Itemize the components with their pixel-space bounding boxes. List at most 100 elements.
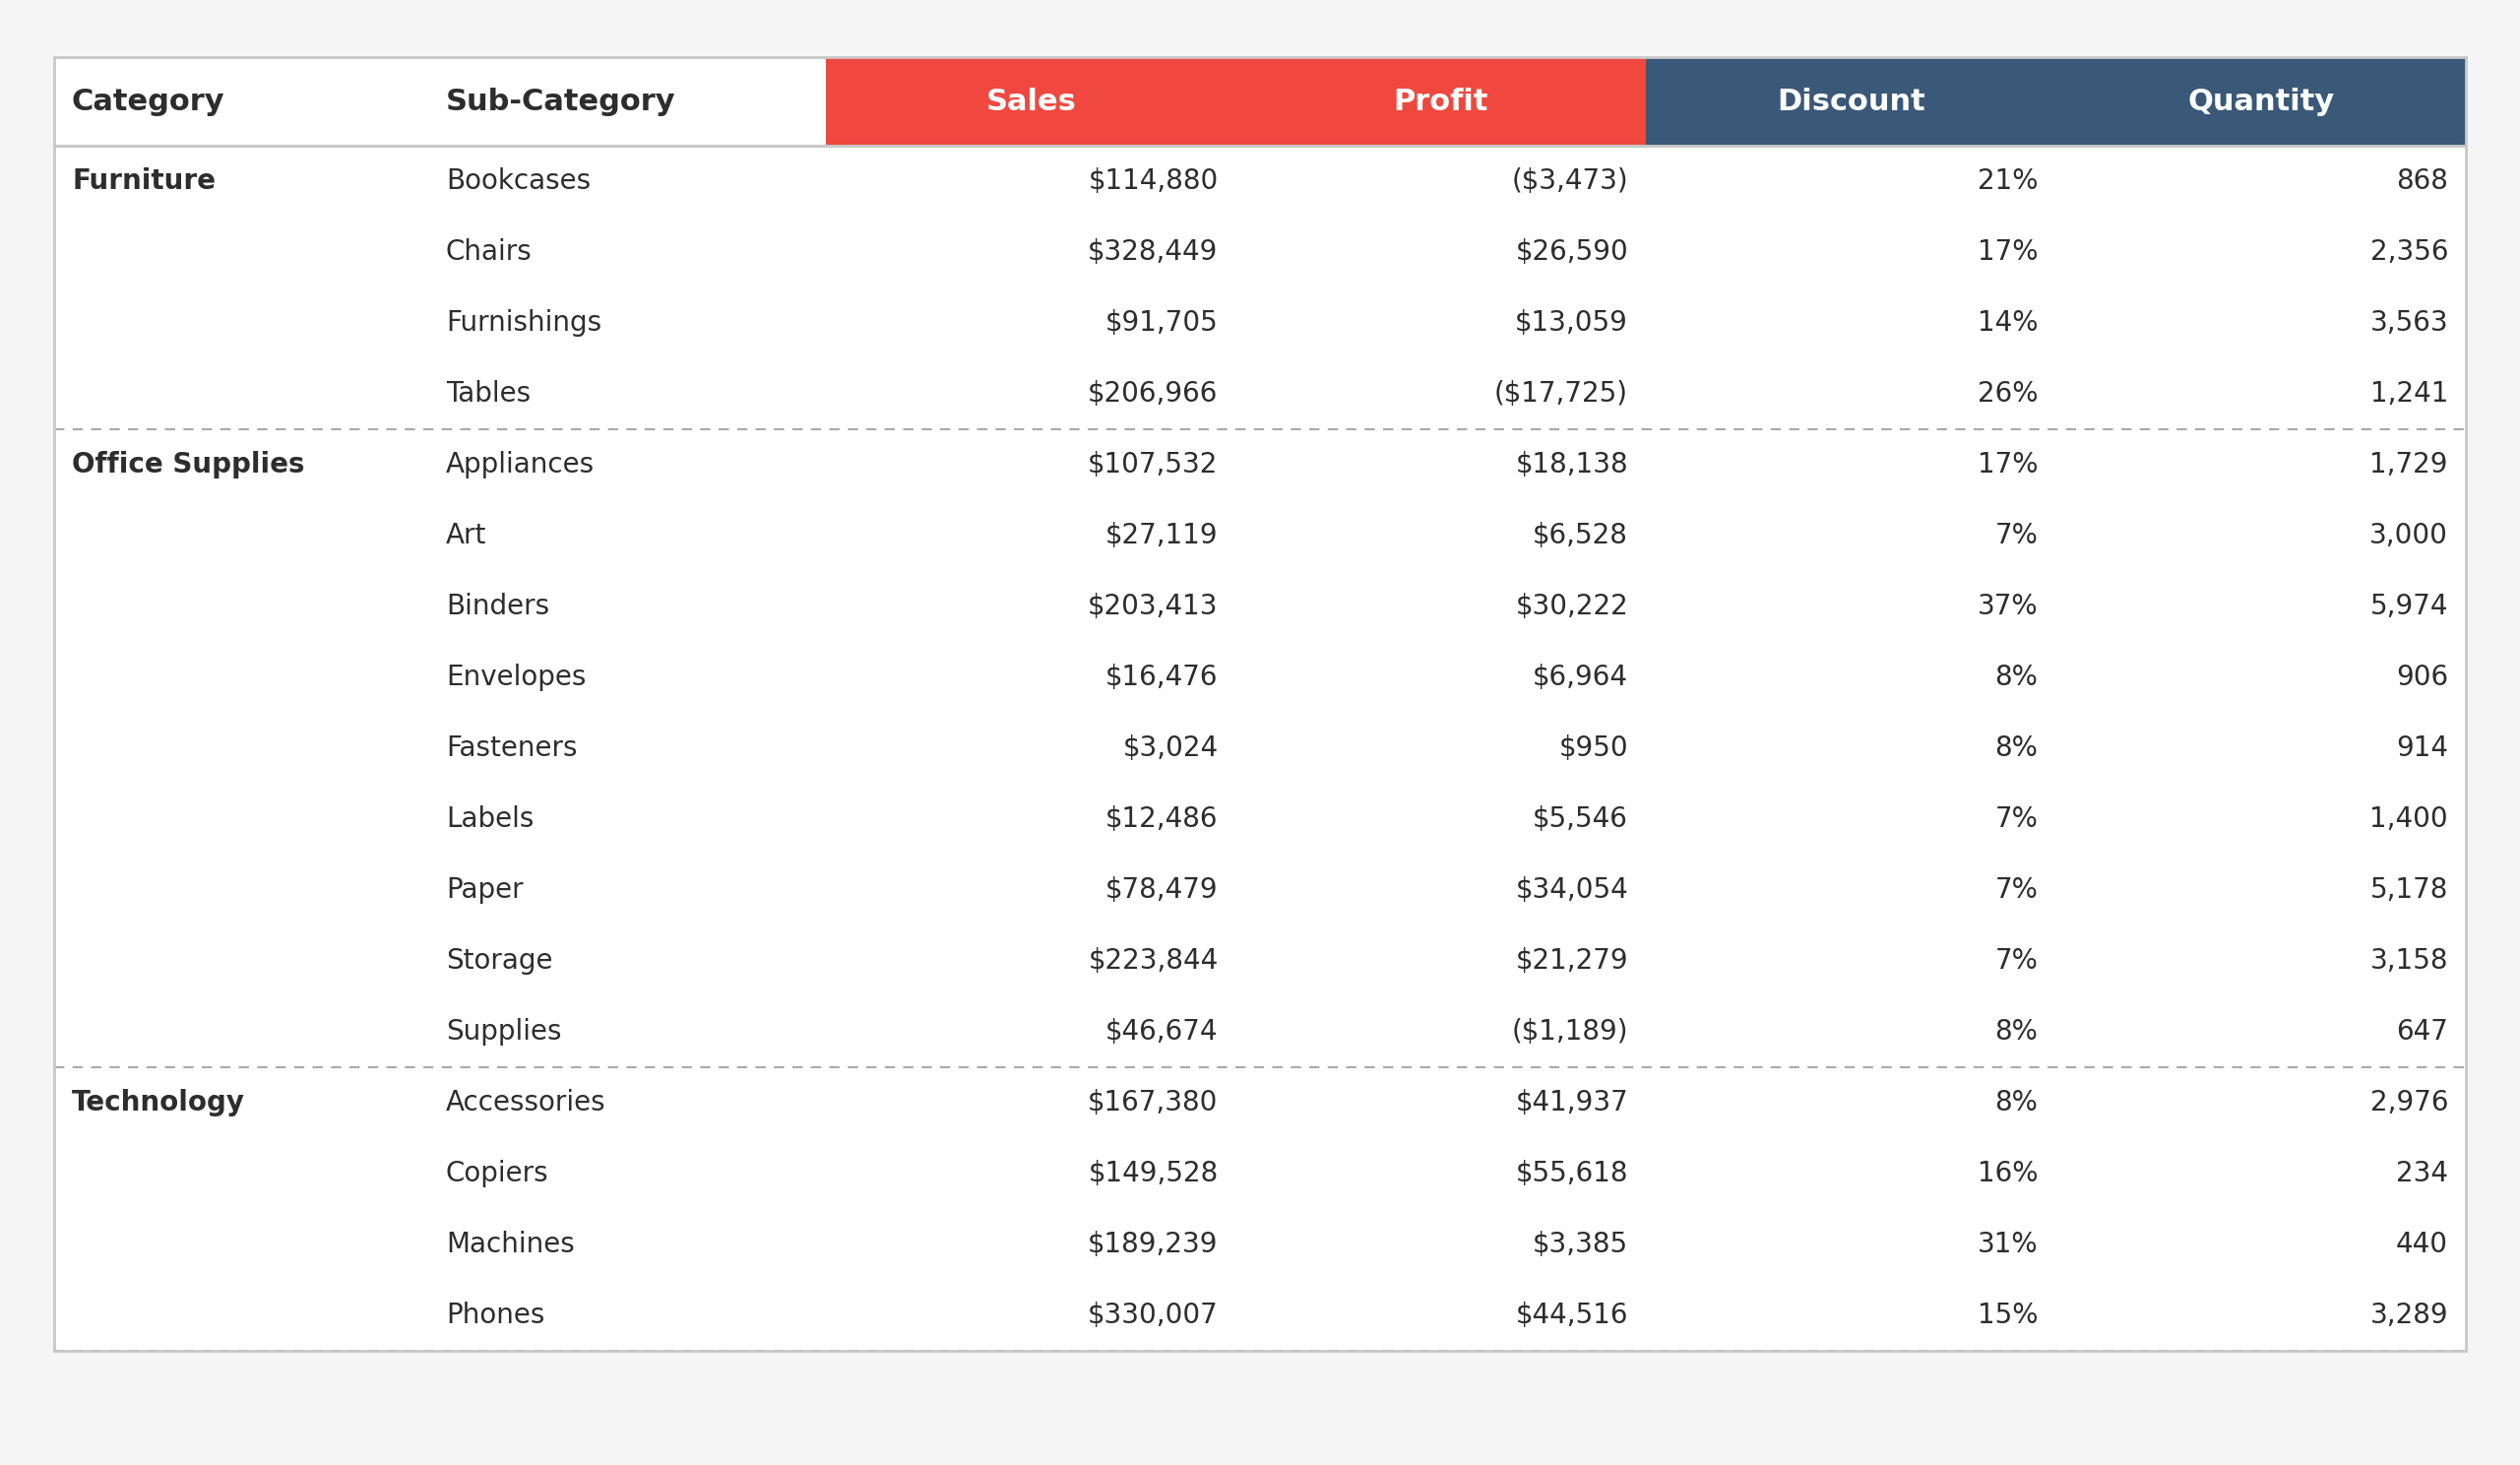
Text: 8%: 8% <box>1996 734 2039 762</box>
Text: $223,844: $223,844 <box>1089 948 1217 974</box>
Text: $189,239: $189,239 <box>1089 1231 1217 1258</box>
Text: $114,880: $114,880 <box>1089 167 1217 195</box>
Text: Phones: Phones <box>446 1301 544 1329</box>
Bar <box>2056 57 2467 145</box>
Text: $3,385: $3,385 <box>1532 1231 1628 1258</box>
Text: 3,563: 3,563 <box>2369 309 2447 337</box>
Text: $6,964: $6,964 <box>1532 664 1628 691</box>
Text: $5,546: $5,546 <box>1532 806 1628 834</box>
Text: $46,674: $46,674 <box>1106 1018 1217 1046</box>
Text: 440: 440 <box>2397 1231 2447 1258</box>
Text: Sub-Category: Sub-Category <box>446 86 675 116</box>
Text: Category: Category <box>73 86 224 116</box>
Text: 1,729: 1,729 <box>2369 451 2447 479</box>
Bar <box>53 57 2467 1351</box>
Text: Quantity: Quantity <box>2187 86 2334 116</box>
Text: ($17,725): ($17,725) <box>1494 379 1628 407</box>
Bar <box>428 57 827 145</box>
Text: 21%: 21% <box>1978 167 2039 195</box>
Text: Accessories: Accessories <box>446 1088 605 1116</box>
Text: 234: 234 <box>2397 1160 2447 1187</box>
Text: $203,413: $203,413 <box>1089 593 1217 620</box>
Text: Bookcases: Bookcases <box>446 167 590 195</box>
Text: Discount: Discount <box>1777 86 1925 116</box>
Text: $12,486: $12,486 <box>1106 806 1217 834</box>
Text: $6,528: $6,528 <box>1532 522 1628 549</box>
Text: 914: 914 <box>2397 734 2447 762</box>
Text: 14%: 14% <box>1978 309 2039 337</box>
Text: Supplies: Supplies <box>446 1018 562 1046</box>
Text: $34,054: $34,054 <box>1515 876 1628 904</box>
Text: Machines: Machines <box>446 1231 575 1258</box>
Text: Envelopes: Envelopes <box>446 664 585 691</box>
Text: 2,356: 2,356 <box>2369 239 2447 265</box>
Text: Labels: Labels <box>446 806 534 834</box>
Text: 5,974: 5,974 <box>2369 593 2447 620</box>
Text: Technology: Technology <box>73 1088 244 1116</box>
Text: $3,024: $3,024 <box>1121 734 1217 762</box>
Text: $206,966: $206,966 <box>1089 379 1217 407</box>
Text: 7%: 7% <box>1996 948 2039 974</box>
Text: $55,618: $55,618 <box>1515 1160 1628 1187</box>
Bar <box>1235 57 1646 145</box>
Text: 16%: 16% <box>1978 1160 2039 1187</box>
Text: 7%: 7% <box>1996 876 2039 904</box>
Text: $167,380: $167,380 <box>1089 1088 1217 1116</box>
Text: $21,279: $21,279 <box>1515 948 1628 974</box>
Text: 647: 647 <box>2397 1018 2447 1046</box>
Text: 8%: 8% <box>1996 1088 2039 1116</box>
Text: 15%: 15% <box>1978 1301 2039 1329</box>
Text: $328,449: $328,449 <box>1089 239 1217 265</box>
Text: 5,178: 5,178 <box>2369 876 2447 904</box>
Bar <box>1646 57 2056 145</box>
Text: Storage: Storage <box>446 948 552 974</box>
Text: 37%: 37% <box>1978 593 2039 620</box>
Text: $26,590: $26,590 <box>1515 239 1628 265</box>
Text: Art: Art <box>446 522 486 549</box>
Text: Copiers: Copiers <box>446 1160 549 1187</box>
Text: Paper: Paper <box>446 876 524 904</box>
Text: Furniture: Furniture <box>73 167 217 195</box>
Text: 3,289: 3,289 <box>2369 1301 2447 1329</box>
Text: ($1,189): ($1,189) <box>1512 1018 1628 1046</box>
Text: 3,158: 3,158 <box>2369 948 2447 974</box>
Bar <box>53 57 428 145</box>
Text: 17%: 17% <box>1978 451 2039 479</box>
Text: 17%: 17% <box>1978 239 2039 265</box>
Text: $44,516: $44,516 <box>1515 1301 1628 1329</box>
Text: Furnishings: Furnishings <box>446 309 602 337</box>
Text: $950: $950 <box>1560 734 1628 762</box>
Text: 1,241: 1,241 <box>2369 379 2447 407</box>
Text: 3,000: 3,000 <box>2369 522 2447 549</box>
Text: $330,007: $330,007 <box>1089 1301 1217 1329</box>
Text: 1,400: 1,400 <box>2369 806 2447 834</box>
Text: 2,976: 2,976 <box>2369 1088 2447 1116</box>
Text: $149,528: $149,528 <box>1089 1160 1217 1187</box>
Text: ($3,473): ($3,473) <box>1512 167 1628 195</box>
Text: $30,222: $30,222 <box>1515 593 1628 620</box>
Text: 868: 868 <box>2397 167 2447 195</box>
Text: Office Supplies: Office Supplies <box>73 451 305 479</box>
Text: $16,476: $16,476 <box>1106 664 1217 691</box>
Text: 7%: 7% <box>1996 522 2039 549</box>
Text: $18,138: $18,138 <box>1515 451 1628 479</box>
Text: $41,937: $41,937 <box>1515 1088 1628 1116</box>
Text: Profit: Profit <box>1394 86 1489 116</box>
Text: $91,705: $91,705 <box>1106 309 1217 337</box>
Text: 31%: 31% <box>1978 1231 2039 1258</box>
Text: $78,479: $78,479 <box>1106 876 1217 904</box>
Text: 8%: 8% <box>1996 1018 2039 1046</box>
Text: $13,059: $13,059 <box>1515 309 1628 337</box>
Text: 7%: 7% <box>1996 806 2039 834</box>
Text: Chairs: Chairs <box>446 239 532 265</box>
Text: 906: 906 <box>2397 664 2447 691</box>
Text: $27,119: $27,119 <box>1106 522 1217 549</box>
Text: Sales: Sales <box>985 86 1076 116</box>
Text: 26%: 26% <box>1978 379 2039 407</box>
Text: $107,532: $107,532 <box>1089 451 1217 479</box>
Text: Tables: Tables <box>446 379 529 407</box>
Text: Binders: Binders <box>446 593 549 620</box>
Text: Fasteners: Fasteners <box>446 734 577 762</box>
Text: Appliances: Appliances <box>446 451 595 479</box>
Bar <box>827 57 1235 145</box>
